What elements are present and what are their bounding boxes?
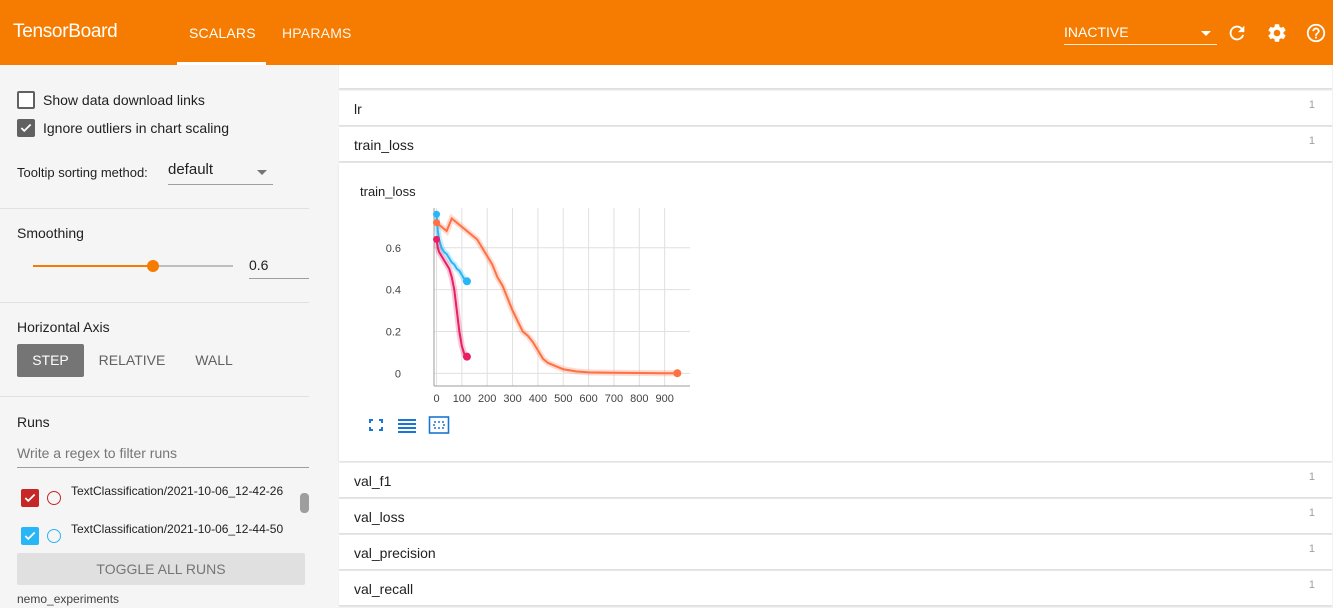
- tooltip-sorting-select[interactable]: default: [168, 161, 273, 185]
- tag-group-train-loss[interactable]: train_loss 1: [339, 127, 1332, 162]
- axis-wall-button[interactable]: WALL: [195, 352, 233, 368]
- plugin-select[interactable]: INACTIVE: [1064, 24, 1217, 45]
- series-end-point: [462, 277, 471, 286]
- fullscreen-icon[interactable]: [365, 415, 387, 435]
- run-item[interactable]: TextClassification/2021-10-06_12-44-50: [21, 522, 306, 556]
- x-tick-label: 600: [579, 393, 597, 405]
- smoothing-slider[interactable]: [33, 260, 233, 272]
- fit-domain-icon[interactable]: [428, 415, 450, 435]
- tag-group-name: train_loss: [354, 137, 414, 153]
- y-tick-label: 0.4: [386, 285, 401, 297]
- run-label: TextClassification/2021-10-06_12-42-26: [71, 484, 284, 498]
- tag-group-name: val_precision: [354, 545, 436, 561]
- series-raw-band: [434, 213, 678, 377]
- tag-group-count: 1: [1308, 507, 1315, 519]
- chevron-down-icon: [257, 170, 267, 175]
- divider: [0, 396, 309, 397]
- series-start-point: [433, 210, 441, 218]
- axis-relative-button[interactable]: RELATIVE: [98, 352, 166, 368]
- tag-group-count: 1: [1308, 135, 1315, 147]
- chart-card: train_loss 0 100 200 300 400 500 600 700 800 900 0…: [339, 163, 1332, 461]
- x-tick-label: 500: [554, 393, 572, 405]
- checkmark-icon: [20, 123, 32, 133]
- tag-group-name: val_recall: [354, 581, 414, 597]
- main-panel: lr 1 train_loss 1 train_loss 0 100 200 300 4…: [327, 65, 1333, 608]
- run-color-icon[interactable]: [47, 491, 61, 505]
- top-bar: TensorBoard SCALARS HPARAMS INACTIVE: [0, 0, 1333, 65]
- tag-group-val-loss[interactable]: val_loss 1: [339, 499, 1332, 534]
- show-download-links-checkbox[interactable]: [17, 91, 35, 109]
- run-color-icon[interactable]: [47, 529, 61, 543]
- tag-group-count: 1: [1308, 471, 1315, 483]
- runs-filter-input[interactable]: Write a regex to filter runs: [17, 445, 309, 468]
- brand-title[interactable]: TensorBoard: [13, 21, 118, 42]
- tag-group-count: 1: [1308, 99, 1315, 111]
- toggle-all-runs-button[interactable]: TOGGLE ALL RUNS: [17, 553, 305, 585]
- smoothing-slider-thumb[interactable]: [147, 260, 159, 272]
- run-checkbox[interactable]: [21, 489, 39, 507]
- run-item[interactable]: TextClassification/2021-10-06_12-42-26: [21, 484, 306, 518]
- card-top-spacer: [339, 65, 1332, 89]
- x-tick-label: 800: [630, 393, 648, 405]
- tooltip-sorting-value: default: [168, 161, 214, 178]
- ignore-outliers-label[interactable]: Ignore outliers in chart scaling: [43, 120, 229, 136]
- axis-step-button[interactable]: STEP: [17, 344, 84, 377]
- tag-group-val-precision[interactable]: val_precision 1: [339, 535, 1332, 570]
- divider: [0, 302, 309, 303]
- series-start-point: [433, 235, 441, 243]
- checkmark-icon: [24, 531, 36, 541]
- series-end-point: [673, 369, 682, 378]
- x-tick-label: 900: [655, 393, 673, 405]
- x-tick-label: 300: [503, 393, 521, 405]
- tag-group-lr[interactable]: lr 1: [339, 91, 1332, 126]
- x-tick-label: 0: [433, 393, 439, 405]
- y-tick-label: 0.6: [386, 243, 401, 255]
- runs-label: Runs: [17, 414, 50, 430]
- x-tick-label: 400: [529, 393, 547, 405]
- horizontal-axis-label: Horizontal Axis: [17, 319, 110, 335]
- run-label: TextClassification/2021-10-06_12-44-50: [71, 522, 284, 536]
- tag-group-name: lr: [354, 101, 362, 117]
- chevron-down-icon: [1201, 31, 1211, 36]
- train-loss-chart[interactable]: 0 100 200 300 400 500 600 700 800 900 0 0.2 0.4 0.6: [339, 163, 1332, 461]
- run-checkbox[interactable]: [21, 527, 39, 545]
- show-download-links-label[interactable]: Show data download links: [43, 92, 205, 108]
- settings-icon[interactable]: [1266, 22, 1288, 44]
- series-start-point: [433, 219, 441, 227]
- tooltip-sorting-label: Tooltip sorting method:: [17, 165, 148, 180]
- ignore-outliers-checkbox[interactable]: [17, 119, 35, 137]
- tag-group-count: 1: [1308, 543, 1315, 555]
- tag-group-name: val_f1: [354, 473, 392, 489]
- smoothing-label: Smoothing: [17, 225, 84, 241]
- series-line: [435, 239, 468, 358]
- chart-title: train_loss: [360, 184, 416, 199]
- x-tick-label: 100: [453, 393, 471, 405]
- smoothing-input[interactable]: 0.6: [249, 257, 309, 279]
- y-tick-label: 0: [395, 368, 401, 380]
- tag-group-val-f1[interactable]: val_f1 1: [339, 463, 1332, 498]
- log-directory-label: nemo_experiments: [17, 592, 120, 606]
- tab-scalars[interactable]: SCALARS: [189, 25, 256, 41]
- tag-group-count: 1: [1308, 579, 1315, 591]
- divider: [0, 208, 309, 209]
- tag-group-val-recall[interactable]: val_recall 1: [339, 571, 1332, 606]
- smoothing-slider-fill: [33, 265, 153, 267]
- log-scale-icon[interactable]: [396, 415, 418, 435]
- series-end-point: [462, 352, 471, 361]
- active-tab-indicator: [177, 62, 266, 65]
- refresh-icon[interactable]: [1226, 22, 1248, 44]
- series-line: [435, 216, 678, 375]
- sidebar: Show data download links Ignore outliers…: [0, 65, 327, 608]
- x-tick-label: 200: [478, 393, 496, 405]
- x-tick-label: 700: [605, 393, 623, 405]
- y-tick-label: 0.2: [386, 327, 401, 339]
- tab-hparams[interactable]: HPARAMS: [282, 25, 352, 41]
- runs-scrollbar[interactable]: [300, 493, 309, 513]
- plugin-select-value: INACTIVE: [1064, 24, 1129, 40]
- help-icon[interactable]: [1305, 22, 1327, 44]
- tag-group-name: val_loss: [354, 509, 405, 525]
- checkmark-icon: [24, 493, 36, 503]
